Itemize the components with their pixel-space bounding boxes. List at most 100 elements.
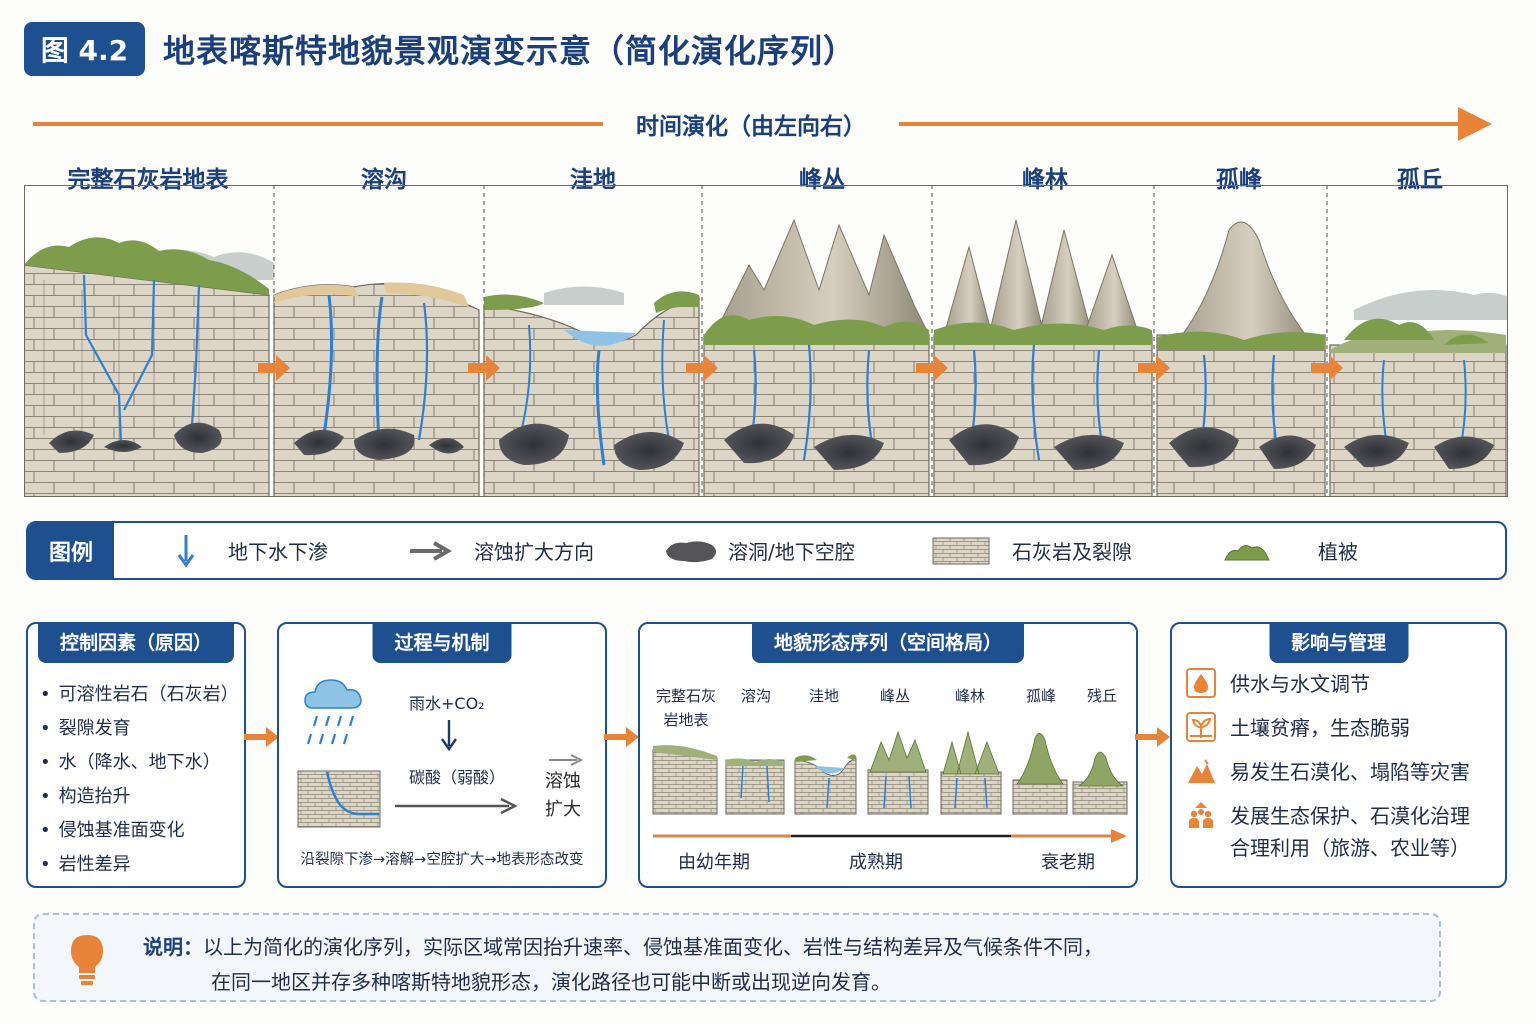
impact-panel-title: 影响与管理 xyxy=(1268,622,1409,663)
legend-item-seepage: 地下水下渗 xyxy=(176,523,328,578)
legend-label-dissolution-direction: 溶蚀扩大方向 xyxy=(474,540,594,564)
legend-item-vegetation: 植被 xyxy=(1222,523,1358,578)
thumbnail-peak-forest xyxy=(940,730,1002,815)
panel-flow-arrow-icon xyxy=(244,727,279,747)
stage-2-karren xyxy=(273,282,480,497)
stage-3-depression xyxy=(483,291,700,497)
stage-title-2: 溶沟 xyxy=(361,167,407,193)
sequence-thumbnails xyxy=(652,730,1128,843)
impact-text-hazard: 易发生石漠化、塌陷等灾害 xyxy=(1230,760,1470,784)
lightbulb-icon xyxy=(71,935,103,985)
sprout-icon xyxy=(1186,712,1216,742)
water-drop-icon xyxy=(1186,668,1216,698)
sequence-panel-title: 地貌形态序列（空间格局） xyxy=(751,622,1025,663)
note-line-1: 说明：以上为简化的演化序列，实际区域常因抬升速率、侵蚀基准面变化、岩性与结构差异… xyxy=(143,931,1103,960)
stage-7-residual-hill xyxy=(1329,318,1507,497)
sequence-label-4: 峰丛 xyxy=(879,687,911,705)
legend-title: 图例 xyxy=(28,523,114,578)
legend-item-cave: 溶洞/地下空腔 xyxy=(662,523,855,578)
impact-item-management: 发展生态保护、石漠化治理 合理利用（旅游、农业等） xyxy=(1186,800,1470,864)
limestone-block-icon xyxy=(932,537,990,564)
sequence-label-1-line-1: 完整石灰 xyxy=(655,687,717,705)
stage-separators xyxy=(273,185,1328,497)
impact-panel: 影响与管理 供水与水文调节 土壤贫瘠，生态脆弱 易发生石漠化、塌陷等灾害 xyxy=(1170,622,1507,888)
note-key: 说明： xyxy=(143,935,203,959)
sequence-panel: 地貌形态序列（空间格局） xyxy=(638,622,1138,888)
thumbnail-isolated-peak xyxy=(1012,733,1068,815)
stage-4-peak-cluster xyxy=(703,218,930,497)
fractured-rock-icon xyxy=(297,770,381,828)
factor-item: 水（降水、地下水） xyxy=(40,748,221,774)
downward-seepage-arrow-icon xyxy=(177,534,195,568)
age-label-maturity: 成熟期 xyxy=(849,852,903,873)
sequence-label-1: 完整石灰 岩地表 xyxy=(656,684,716,732)
legend-item-dissolution-direction: 溶蚀扩大方向 xyxy=(408,523,594,578)
legend-label-limestone: 石灰岩及裂隙 xyxy=(1012,540,1132,564)
timeline-label: 时间演化（由左向右） xyxy=(636,114,866,140)
factor-item: 侵蚀基准面变化 xyxy=(40,816,185,842)
legend: 图例 地下水下渗 溶蚀扩大方向 溶洞/地下空腔 石灰岩及裂隙 植被 xyxy=(26,521,1507,580)
expansion-label-line-2: 扩大 xyxy=(545,799,581,820)
people-management-icon xyxy=(1189,802,1213,828)
thumbnail-karren xyxy=(725,758,785,815)
note-text-1: 以上为简化的演化序列，实际区域常因抬升速率、侵蚀基准面变化、岩性与结构差异及气候… xyxy=(203,935,1103,959)
factor-item: 可溶性岩石（石灰岩） xyxy=(40,680,239,706)
legend-label-cave: 溶洞/地下空腔 xyxy=(728,540,855,564)
process-arrow-icon xyxy=(395,797,518,815)
stage-transition-arrows xyxy=(258,355,1343,381)
sequence-label-2: 溶沟 xyxy=(740,687,772,705)
sequence-label-1-line-2: 岩地表 xyxy=(663,711,709,729)
cave-blob-icon xyxy=(666,540,716,562)
vegetation-mound-icon xyxy=(1224,544,1270,560)
explanation-note: 说明：以上为简化的演化序列，实际区域常因抬升速率、侵蚀基准面变化、岩性与结构差异… xyxy=(33,913,1441,1002)
impact-text-management: 发展生态保护、石漠化治理 合理利用（旅游、农业等） xyxy=(1230,800,1470,864)
down-arrow-icon xyxy=(441,720,457,752)
age-timeline-arrow xyxy=(653,829,1127,843)
stage-6-isolated-peak xyxy=(1156,221,1326,497)
hazard-mountain-icon xyxy=(1188,759,1215,783)
note-line-2: 在同一地区并存多种喀斯特地貌形态，演化路径也可能中断或出现逆向发育。 xyxy=(211,970,891,994)
age-label-youth: 由幼年期 xyxy=(678,852,750,873)
impact-item-hazard: 易发生石漠化、塌陷等灾害 xyxy=(1186,756,1470,788)
timeline-arrowhead-icon xyxy=(1458,107,1492,141)
thumbnail-depression xyxy=(794,754,857,815)
impact-text-soil: 土壤贫瘠，生态脆弱 xyxy=(1230,716,1410,740)
impact-text-management-line-2: 合理利用（旅游、农业等） xyxy=(1230,836,1470,860)
factor-item: 裂隙发育 xyxy=(40,714,131,740)
process-chain-text: 沿裂隙下渗→溶解→空腔扩大→地表形态改变 xyxy=(300,852,584,868)
factor-item: 构造抬升 xyxy=(40,782,131,808)
carbonic-acid-label: 碳酸（弱酸） xyxy=(409,768,506,787)
expansion-arrow-icon xyxy=(549,754,584,766)
stage-title-3: 洼地 xyxy=(570,167,616,193)
rain-co2-label: 雨水+CO₂ xyxy=(409,694,485,713)
figure-title: 地表喀斯特地貌景观演变示意（简化演化序列） xyxy=(163,32,857,70)
panel-flow-arrow-icon xyxy=(604,727,639,747)
sequence-label-5: 峰林 xyxy=(954,687,986,705)
sequence-label-3: 洼地 xyxy=(808,687,840,705)
figure-number-badge: 图 4.2 xyxy=(24,22,145,76)
stage-title-7: 孤丘 xyxy=(1397,167,1443,193)
timeline-arrow-left xyxy=(33,122,603,126)
factor-item: 岩性差异 xyxy=(40,850,131,876)
karst-evolution-panorama xyxy=(24,185,1508,497)
legend-label-seepage: 地下水下渗 xyxy=(228,540,328,564)
stage-title-6: 孤峰 xyxy=(1216,167,1262,193)
impact-item-soil: 土壤贫瘠，生态脆弱 xyxy=(1186,712,1410,744)
factors-panel: 控制因素（原因） 可溶性岩石（石灰岩） 裂隙发育 水（降水、地下水） 构造抬升 … xyxy=(26,622,246,888)
thumbnail-residual-hill xyxy=(1072,751,1128,815)
stage-title-4: 峰丛 xyxy=(799,167,845,193)
sequence-label-6: 孤峰 xyxy=(1025,687,1057,705)
stage-1-intact-limestone xyxy=(24,237,270,497)
stage-title-5: 峰林 xyxy=(1022,167,1068,193)
thumbnail-peak-cluster xyxy=(867,730,929,815)
age-label-old-age: 衰老期 xyxy=(1041,852,1095,873)
gray-arrow-icon xyxy=(410,540,453,561)
stage-title-1: 完整石灰岩地表 xyxy=(67,167,229,193)
stage-5-peak-forest xyxy=(933,219,1153,497)
legend-label-vegetation: 植被 xyxy=(1318,540,1358,564)
factors-panel-title: 控制因素（原因） xyxy=(37,622,235,663)
thumbnail-intact-limestone xyxy=(652,745,718,815)
sequence-label-7: 残丘 xyxy=(1086,687,1118,705)
timeline-arrow-right xyxy=(899,122,1464,126)
panel-flow-arrow-icon xyxy=(1135,727,1170,747)
